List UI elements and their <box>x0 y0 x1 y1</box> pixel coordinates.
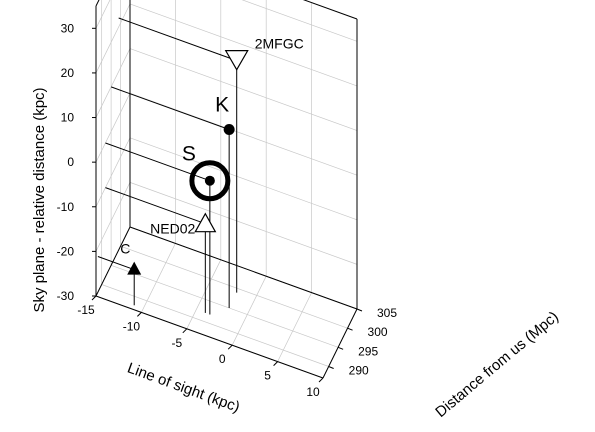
grid-line <box>241 0 358 42</box>
grid-line <box>110 265 339 348</box>
z-axis-label: Sky plane - relative distance (kpc) <box>31 87 48 312</box>
point-marker <box>194 212 217 233</box>
grid-line <box>95 182 131 252</box>
y-tick-label: 295 <box>358 344 378 358</box>
projection-line <box>97 256 135 271</box>
z-tick-label: 30 <box>61 21 75 35</box>
grid-line <box>95 137 131 207</box>
projection-line <box>118 17 237 62</box>
grid-line <box>129 92 358 176</box>
x-tick-label: -10 <box>123 319 141 333</box>
grid-line <box>129 48 358 131</box>
x-tick <box>227 344 233 350</box>
grid-line <box>95 92 131 163</box>
grid-line <box>129 3 358 87</box>
x-axis-label: Line of sight (kpc) <box>125 360 242 416</box>
ring-marker <box>189 160 231 202</box>
point-label: 2MFGC <box>255 36 304 52</box>
axis-edge <box>95 0 100 7</box>
y-tick-label: 305 <box>377 306 397 320</box>
point-marker <box>127 261 142 275</box>
y-axis-label: Distance from us (Mpc) <box>432 308 562 421</box>
point-marker <box>204 175 215 186</box>
axis-edge <box>95 295 324 379</box>
x-tick <box>137 312 142 317</box>
x-tick-label: -5 <box>171 336 182 350</box>
point-label: NED02 <box>150 221 195 237</box>
grid-line <box>129 182 358 265</box>
z-tick-label: 0 <box>67 155 74 169</box>
tick-labels: -15 -10 -5 0 5 10 290 295 300 305 -30 -20 -10 0 10 20 30 <box>57 21 398 399</box>
x-tick-label: -15 <box>77 303 95 317</box>
grid-line <box>120 245 348 329</box>
point-label: S <box>182 143 196 166</box>
z-tick-label: 10 <box>61 111 75 125</box>
z-tick-label: -30 <box>57 289 75 303</box>
y-tick <box>328 366 334 369</box>
point-marker <box>223 124 235 136</box>
point-label: K <box>215 94 229 117</box>
point-marker <box>224 50 249 71</box>
z-tick-label: 20 <box>61 66 75 80</box>
z-tick-label: -20 <box>57 244 75 258</box>
x-tick-label: 0 <box>219 352 226 366</box>
grid-line <box>101 284 329 367</box>
grid-line <box>129 137 358 221</box>
grid-line <box>95 48 131 118</box>
y-tick-label: 300 <box>368 325 388 339</box>
projection-line <box>110 86 230 130</box>
y-tick <box>347 327 353 331</box>
axis-edge <box>129 226 358 310</box>
y-tick-label: 290 <box>349 364 369 378</box>
x-tick-label: 10 <box>306 385 320 399</box>
x-tick <box>182 328 188 334</box>
y-tick <box>337 346 344 350</box>
x-tick <box>91 295 97 301</box>
grid-line <box>95 3 131 74</box>
x-tick-label: 5 <box>264 369 271 383</box>
z-tick-label: -10 <box>57 200 75 214</box>
projection-line <box>105 187 206 225</box>
data-points: S K 2MFGC NED02 C <box>120 36 304 275</box>
point-label: C <box>120 241 130 257</box>
axis-edge <box>302 0 358 20</box>
y-tick <box>356 308 363 312</box>
x-tick <box>318 377 324 383</box>
grid-line <box>95 0 111 29</box>
x-tick <box>273 361 278 366</box>
